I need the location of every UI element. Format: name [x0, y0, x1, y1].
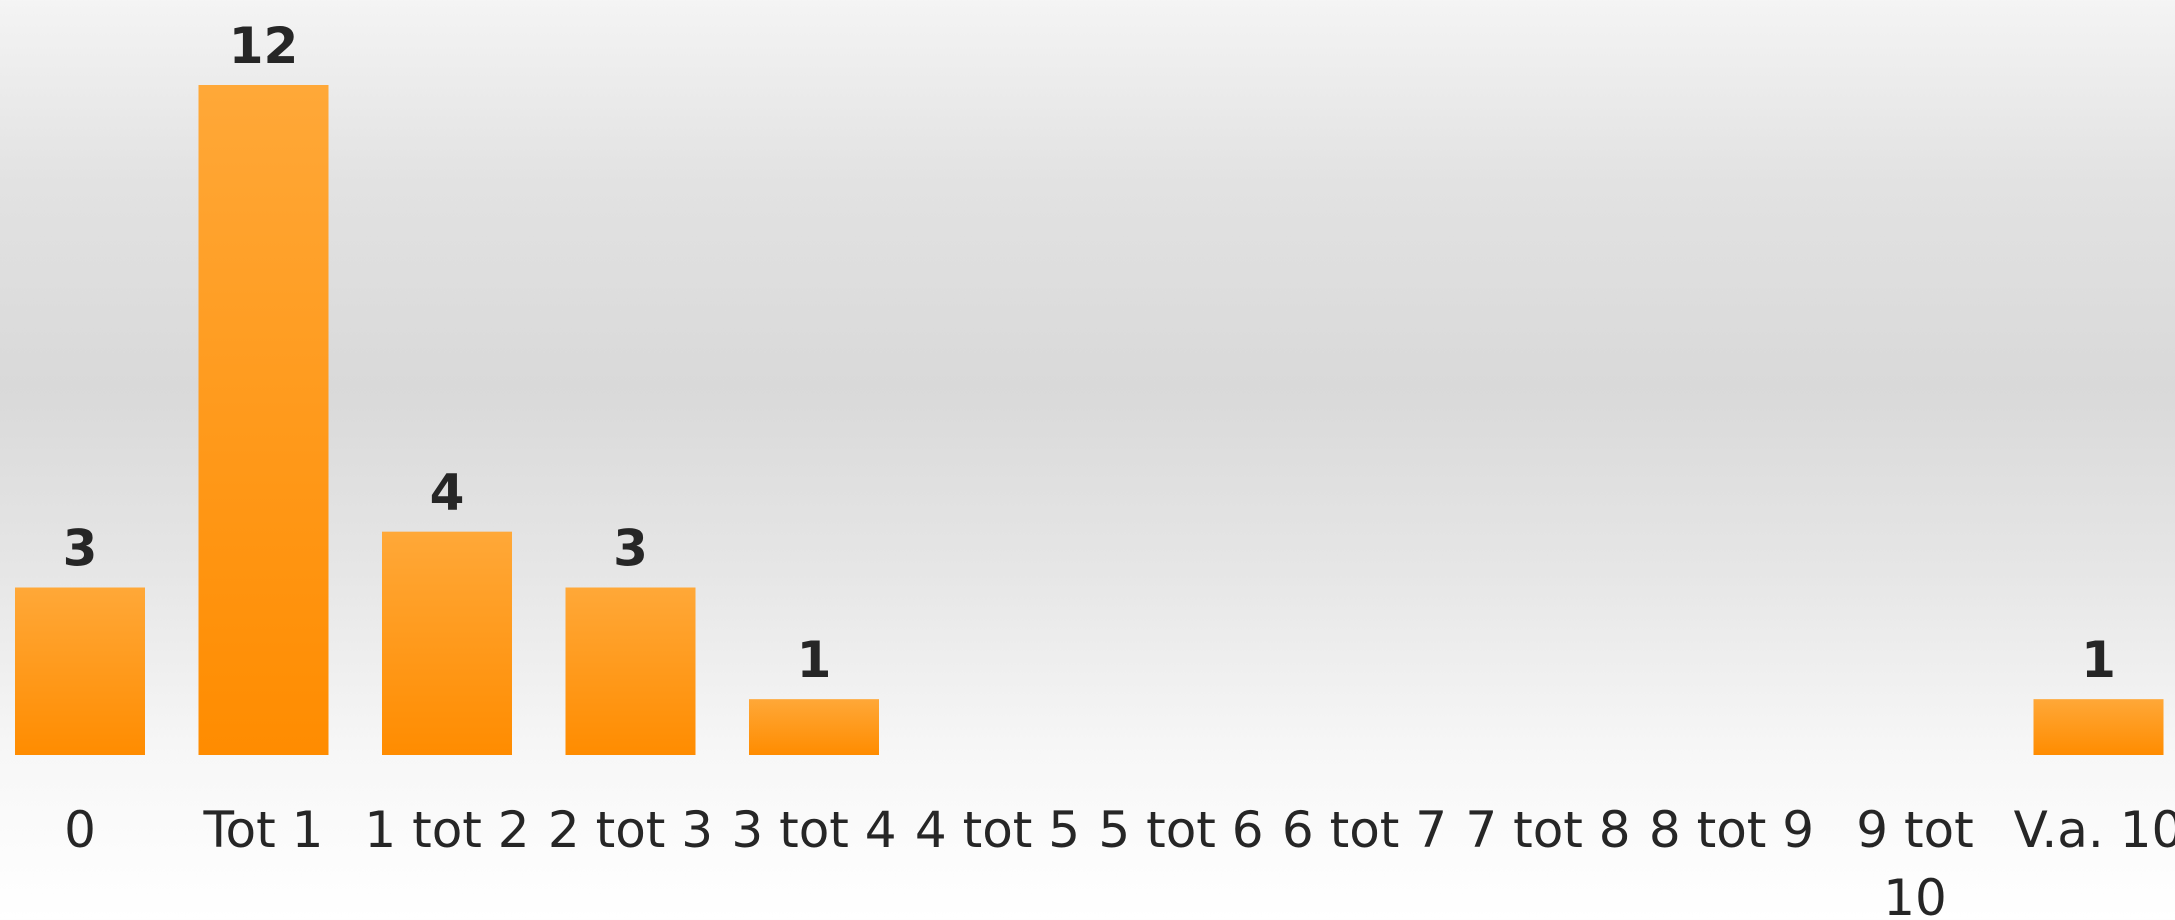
bar [565, 587, 696, 755]
x-tick-label: 2 tot 3 [547, 801, 714, 859]
x-tick-label: 6 tot 7 [1281, 801, 1448, 859]
x-tick-label: Tot 1 [203, 801, 324, 859]
x-tick-label: 9 tot 10 [1856, 801, 1974, 920]
bar [15, 587, 145, 755]
bar [2033, 699, 2164, 755]
x-tick-label: V.a. 10 [2013, 801, 2175, 859]
data-label: 3 [613, 520, 648, 578]
x-tick-label: 3 tot 4 [731, 801, 897, 859]
data-label: 4 [430, 464, 465, 522]
bar [382, 531, 512, 755]
x-tick-label: 1 tot 2 [364, 801, 530, 859]
x-tick-label: 4 tot 5 [914, 801, 1081, 859]
data-label: 1 [2081, 631, 2116, 689]
x-tick-label: 7 tot 8 [1465, 801, 1631, 859]
data-label: 3 [63, 520, 98, 578]
bar [749, 699, 879, 755]
bar [198, 85, 329, 755]
data-label: 12 [229, 17, 299, 75]
data-label: 1 [797, 631, 832, 689]
x-tick-label: 5 tot 6 [1098, 801, 1264, 859]
x-tick-label: 0 [64, 801, 96, 859]
x-tick-label: 8 tot 9 [1648, 801, 1815, 859]
